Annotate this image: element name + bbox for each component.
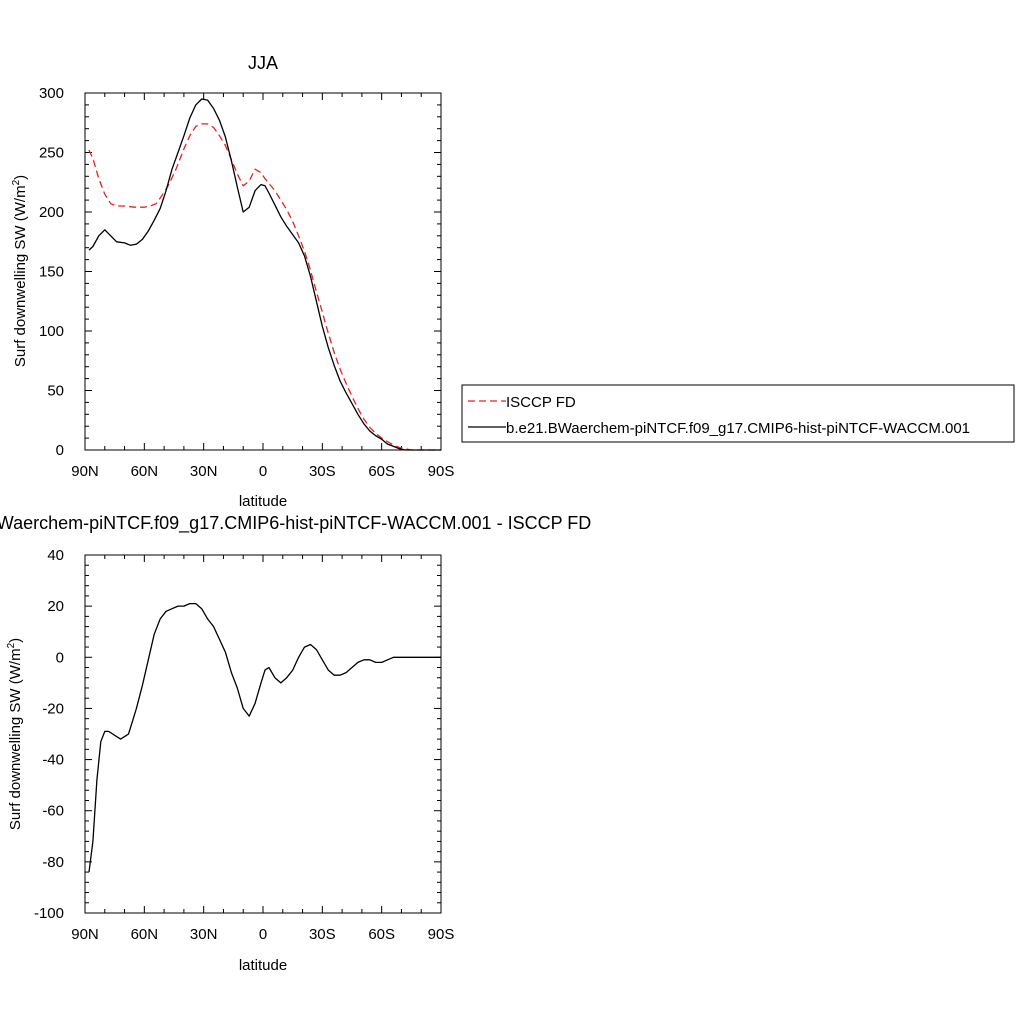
top-series-line-1 xyxy=(88,98,441,451)
y-tick-label: 150 xyxy=(39,264,64,281)
top-y-axis-label-tail: ) xyxy=(12,175,29,180)
top-x-axis-label: latitude xyxy=(239,493,287,510)
legend-label-model: b.e21.BWaerchem-piNTCF.f09_g17.CMIP6-his… xyxy=(506,420,970,437)
top-series-line-0 xyxy=(88,123,441,451)
y-tick-label: 0 xyxy=(56,649,64,666)
chart-title: JJA xyxy=(248,53,278,73)
bottom-y-axis-label: Surf downwelling SW (W/m2) xyxy=(6,638,24,830)
legend-box xyxy=(461,384,1015,443)
y-tick-label: -80 xyxy=(42,854,64,871)
x-tick-label: 30N xyxy=(190,463,218,480)
y-tick-label: 300 xyxy=(39,85,64,102)
y-tick-label: 100 xyxy=(39,323,64,340)
bottom-panel: b.e21.BWaerchem-piNTCF.f09_g17.CMIP6-his… xyxy=(0,513,591,974)
y-tick-label: 50 xyxy=(47,383,64,400)
difference-chart-title: b.e21.BWaerchem-piNTCF.f09_g17.CMIP6-his… xyxy=(0,513,591,534)
top-series-lines xyxy=(88,98,441,451)
top-axis-ticks: 90N 60N 30N 0 30S 60S 90S 0 50 100 150 200 250 300 xyxy=(39,85,454,480)
x-tick-label: 90S xyxy=(428,463,455,480)
y-tick-label: -20 xyxy=(42,700,64,717)
x-tick-label: 30N xyxy=(190,926,218,943)
top-y-axis-label-main: Surf downwelling SW (W/m xyxy=(12,185,29,367)
y-tick-label: 0 xyxy=(56,442,64,459)
legend-label-isccp: ISCCP FD xyxy=(506,394,576,411)
x-tick-label: 60N xyxy=(131,463,159,480)
bottom-y-axis-label-tail: ) xyxy=(7,638,24,643)
y-tick-label: -100 xyxy=(34,905,64,922)
y-tick-label: -60 xyxy=(42,803,64,820)
legend: ISCCP FD b.e21.BWaerchem-piNTCF.f09_g17.… xyxy=(461,384,1015,443)
bottom-axis-ticks: 90N 60N 30N 0 30S 60S 90S -100 -80 -60 -40 -20 0 20 40 xyxy=(34,547,454,943)
x-tick-label: 60N xyxy=(131,926,159,943)
y-tick-label: -40 xyxy=(42,752,64,769)
x-tick-label: 60S xyxy=(368,926,395,943)
top-y-axis-label: Surf downwelling SW (W/m2) xyxy=(11,175,29,367)
top-y-axis-label-sup: 2 xyxy=(11,179,22,185)
y-tick-label: 200 xyxy=(39,204,64,221)
x-tick-label: 30S xyxy=(309,463,336,480)
bottom-series-line-0 xyxy=(88,602,441,873)
y-tick-label: 40 xyxy=(47,547,64,564)
x-tick-label: 60S xyxy=(368,463,395,480)
x-tick-label: 90S xyxy=(428,926,455,943)
x-tick-label: 0 xyxy=(259,463,267,480)
y-tick-label: 250 xyxy=(39,145,64,162)
bottom-y-axis-label-sup: 2 xyxy=(6,642,17,648)
x-tick-label: 0 xyxy=(259,926,267,943)
bottom-series-lines xyxy=(88,602,441,873)
top-plot-frame xyxy=(84,92,442,451)
bottom-y-axis-label-main: Surf downwelling SW (W/m xyxy=(7,648,24,830)
bottom-plot-frame xyxy=(84,554,442,914)
x-tick-label: 30S xyxy=(309,926,336,943)
top-panel: JJA 90N 60N 30N 0 30S 60S 90S 0 50 100 150 200 250 30… xyxy=(11,53,454,510)
y-tick-label: 20 xyxy=(47,598,64,615)
x-tick-label: 90N xyxy=(71,926,99,943)
x-tick-label: 90N xyxy=(71,463,99,480)
bottom-x-axis-label: latitude xyxy=(239,957,287,974)
